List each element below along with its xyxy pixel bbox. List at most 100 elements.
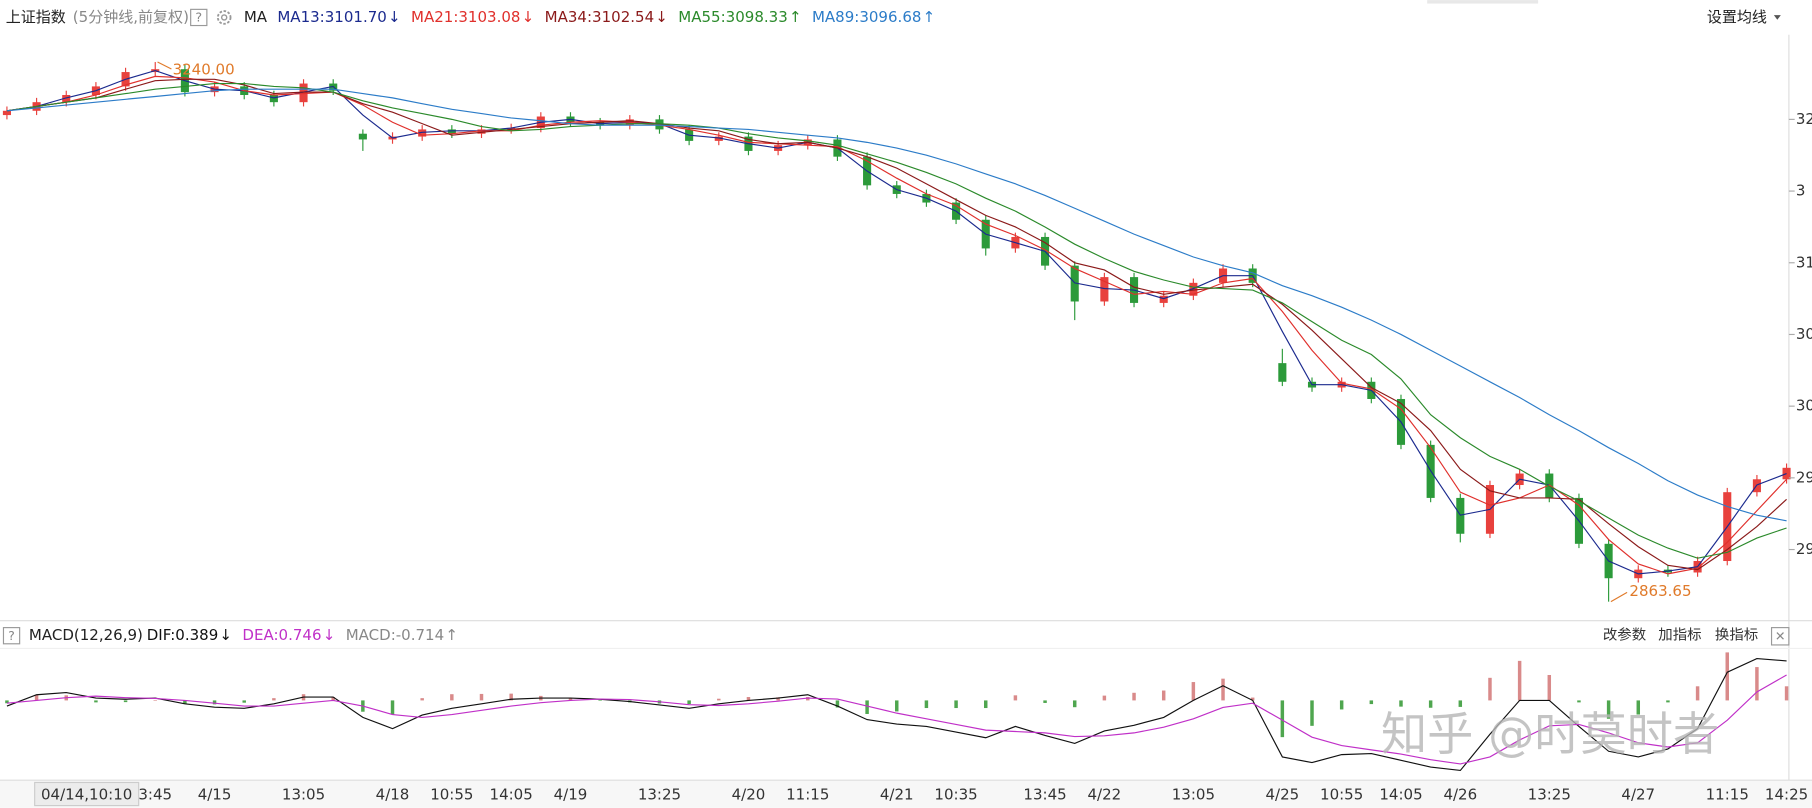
macd-bar — [1132, 692, 1136, 701]
x-tick-label: 13:05 — [282, 786, 325, 804]
ma-line — [6, 75, 1787, 575]
gear-teeth — [216, 10, 232, 25]
legend-trend: ↑ — [923, 8, 936, 26]
macd-help-box[interactable] — [2, 627, 21, 645]
y-tick-label: 32 — [1796, 110, 1812, 128]
y-tick-label: 31 — [1796, 253, 1812, 271]
x-tick-label: 14:05 — [1379, 786, 1422, 804]
macd-bar — [1458, 700, 1463, 707]
legend-trend: ↓ — [655, 8, 668, 26]
candle-body — [714, 136, 723, 141]
macd-bar — [420, 698, 424, 701]
macd-bar — [1695, 686, 1700, 701]
legend-trend: ↓ — [388, 8, 401, 26]
macd-bar — [1577, 700, 1581, 703]
legend-entry: MA13:3101.70 — [277, 8, 387, 26]
macd-bar — [1013, 695, 1018, 701]
legend-entry: MA55:3098.33 — [678, 8, 788, 26]
help-box[interactable] — [190, 8, 208, 27]
x-tick-label: 4/22 — [1088, 786, 1122, 804]
macd-bar — [687, 700, 691, 705]
candle-body — [269, 95, 278, 103]
macd-label: MACD(12,26,9) — [29, 626, 143, 644]
macd-bar — [954, 700, 958, 709]
ma-settings[interactable]: 设置均线 — [1707, 8, 1767, 26]
x-tick-label: 4/20 — [732, 786, 766, 804]
y-tick-label: 29 — [1796, 540, 1812, 558]
x-tick-label: 13:05 — [1172, 786, 1215, 804]
legend-entry: DEA:0.746 — [242, 626, 321, 644]
macd-bar — [1606, 700, 1611, 719]
x-tick-label: 3:45 — [138, 786, 172, 804]
macd-bar — [123, 700, 128, 703]
macd-bar — [598, 700, 602, 701]
macd-bar — [1161, 690, 1166, 701]
macd-bar — [1221, 678, 1225, 701]
macd-bar — [1250, 697, 1255, 701]
candle-body — [2, 110, 11, 116]
y-tick-label: 30 — [1796, 325, 1812, 343]
legend-entry: MA89:3096.68 — [812, 8, 921, 26]
legend-entry: DIF:0.389 — [147, 626, 219, 644]
macd-help-icon[interactable]: ? — [8, 628, 15, 643]
close-button[interactable]: ✕ — [1775, 628, 1786, 643]
legend-entry: MA21:3103.08 — [411, 8, 521, 26]
legend-trend: ↓ — [522, 8, 535, 26]
macd-bar — [924, 700, 929, 709]
macd-bar — [1517, 660, 1522, 701]
time-axis-bg — [0, 780, 1812, 808]
candle-body — [447, 129, 456, 134]
macd-bar — [984, 700, 988, 709]
x-tick-label: 13:25 — [1528, 786, 1571, 804]
candle-body — [358, 133, 367, 140]
macd-bar — [1488, 677, 1492, 701]
ma-line — [6, 82, 1787, 559]
x-tick-label: 4/26 — [1443, 786, 1477, 804]
gear-icon[interactable] — [216, 10, 232, 25]
help-icon[interactable]: ? — [195, 10, 202, 25]
x-tick-label: 14:25 — [1765, 786, 1808, 804]
ma-line — [6, 88, 1787, 522]
macd-bar — [1191, 682, 1196, 701]
y-tick-label: 29 — [1796, 468, 1812, 486]
x-tick-label: 4/19 — [554, 786, 588, 804]
x-tick-label: 4/15 — [198, 786, 232, 804]
macd-bar — [1725, 652, 1729, 701]
macd-bar — [212, 700, 217, 705]
macd-bar — [94, 700, 98, 703]
watermark: 知乎 @时莫时者 — [1381, 707, 1719, 761]
max-pointer — [157, 61, 172, 70]
legend-entry: MACD:-0.714 — [346, 626, 444, 644]
macd-bar — [1280, 700, 1285, 738]
candle-body — [1782, 467, 1791, 480]
macd-bar — [806, 697, 810, 701]
edit-params-button[interactable]: 改参数 — [1603, 627, 1647, 644]
candle-body — [1278, 363, 1287, 382]
macd-bar — [1102, 695, 1107, 701]
candle-body — [1189, 282, 1198, 296]
macd-bar — [153, 700, 157, 701]
period-subtitle: (5分钟线,前复权) — [73, 8, 189, 26]
candle-body — [62, 95, 71, 103]
y-tick-label: 30 — [1796, 397, 1812, 415]
dropdown-arrow[interactable] — [1773, 15, 1781, 20]
candle-body — [1159, 295, 1168, 303]
add-indicator-button[interactable]: 加指标 — [1658, 627, 1701, 644]
candle-body — [507, 127, 516, 130]
x-tick-label: 10:55 — [430, 786, 473, 804]
index-title: 上证指数 — [6, 8, 66, 26]
close-box[interactable] — [1770, 627, 1790, 646]
x-tick-label: 10:35 — [934, 786, 977, 804]
ma-label: MA — [244, 8, 268, 26]
candle-body — [655, 119, 664, 130]
macd-bar — [183, 700, 187, 704]
macd-bar — [1547, 674, 1552, 701]
macd-bar — [390, 700, 395, 715]
x-tick-label: 14:05 — [490, 786, 533, 804]
x-tick-label: 4/18 — [376, 786, 410, 804]
candle-body — [477, 129, 486, 134]
x-tick-label: 4/21 — [880, 786, 914, 804]
switch-indicator-button[interactable]: 换指标 — [1715, 627, 1758, 644]
legend-trend: ↓ — [219, 626, 232, 644]
